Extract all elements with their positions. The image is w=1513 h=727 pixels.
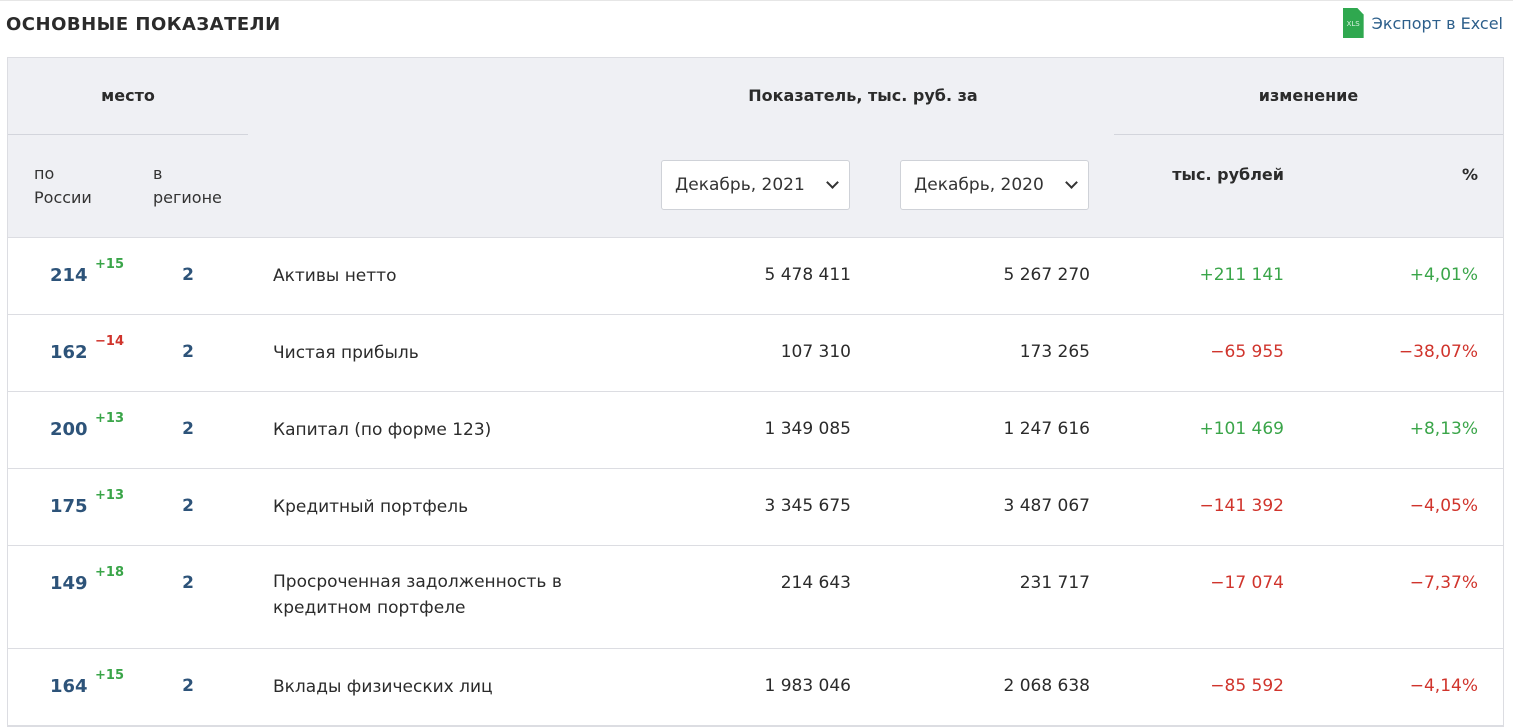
value-period1: 1 349 085 bbox=[764, 419, 851, 439]
value-period1: 107 310 bbox=[780, 342, 851, 362]
change-percent: −4,05% bbox=[1409, 496, 1478, 516]
period2-value: Декабрь, 2020 bbox=[914, 175, 1044, 195]
indicator-name: Чистая прибыль bbox=[273, 343, 419, 363]
export-excel-label: Экспорт в Excel bbox=[1371, 13, 1503, 33]
value-period2: 231 717 bbox=[1019, 573, 1090, 593]
change-absolute: −17 074 bbox=[1210, 573, 1284, 593]
chevron-down-icon bbox=[1065, 176, 1078, 189]
indicator-name: Активы нетто bbox=[273, 266, 397, 286]
header-in-region: в регионе bbox=[153, 162, 253, 210]
table-row: 162 −14 2 Чистая прибыль 107 310 173 265… bbox=[8, 315, 1503, 392]
header-divider bbox=[1114, 134, 1503, 135]
table-row: 214 +15 2 Активы нетто 5 478 411 5 267 2… bbox=[8, 238, 1503, 315]
table-header: место Показатель, тыс. руб. за изменение… bbox=[8, 58, 1503, 238]
value-period1: 3 345 675 bbox=[764, 496, 851, 516]
rank-russia: 200 bbox=[50, 419, 88, 440]
rank-region: 2 bbox=[182, 342, 194, 362]
indicator-name: Кредитный портфель bbox=[273, 497, 469, 517]
table-row: 200 +13 2 Капитал (по форме 123) 1 349 0… bbox=[8, 392, 1503, 469]
value-period1: 1 983 046 bbox=[764, 676, 851, 696]
rank-russia: 164 bbox=[50, 676, 88, 697]
change-absolute: −141 392 bbox=[1199, 496, 1284, 516]
section-title: ОСНОВНЫЕ ПОКАЗАТЕЛИ bbox=[6, 14, 281, 35]
table-row: 175 +13 2 Кредитный портфель 3 345 675 3… bbox=[8, 469, 1503, 546]
indicators-table: место Показатель, тыс. руб. за изменение… bbox=[7, 57, 1504, 727]
section-header: ОСНОВНЫЕ ПОКАЗАТЕЛИ XLS Экспорт в Excel bbox=[0, 0, 1513, 58]
rank-region: 2 bbox=[182, 265, 194, 285]
change-absolute: −65 955 bbox=[1210, 342, 1284, 362]
rank-delta: −14 bbox=[95, 334, 124, 349]
header-in-region-line2: регионе bbox=[153, 188, 222, 207]
header-percent: % bbox=[1461, 165, 1478, 184]
change-absolute: +101 469 bbox=[1199, 419, 1284, 439]
export-excel-link[interactable]: XLS Экспорт в Excel bbox=[1342, 8, 1503, 38]
rank-russia: 175 bbox=[50, 496, 88, 517]
header-in-region-line1: в bbox=[153, 164, 163, 183]
indicator-name: Просроченная задолженность в кредитном п… bbox=[273, 572, 562, 618]
rank-delta: +15 bbox=[95, 257, 124, 272]
rank-delta: +13 bbox=[95, 411, 124, 426]
rank-region: 2 bbox=[182, 496, 194, 516]
rank-russia: 149 bbox=[50, 573, 88, 594]
rank-russia: 214 bbox=[50, 265, 88, 286]
change-percent: −38,07% bbox=[1398, 342, 1478, 362]
header-place: место bbox=[101, 86, 155, 105]
value-period1: 5 478 411 bbox=[764, 265, 851, 285]
value-period2: 2 068 638 bbox=[1003, 676, 1090, 696]
xls-icon-text: XLS bbox=[1346, 20, 1360, 28]
change-percent: +8,13% bbox=[1409, 419, 1478, 439]
header-thousand-rub: тыс. рублей bbox=[1172, 165, 1284, 184]
chevron-down-icon bbox=[826, 176, 839, 189]
change-percent: −4,14% bbox=[1409, 676, 1478, 696]
value-period2: 173 265 bbox=[1019, 342, 1090, 362]
header-by-russia: по России bbox=[34, 162, 134, 210]
value-period1: 214 643 bbox=[780, 573, 851, 593]
change-absolute: −85 592 bbox=[1210, 676, 1284, 696]
indicator-name: Вклады физических лиц bbox=[273, 677, 493, 697]
header-by-russia-line1: по bbox=[34, 164, 55, 183]
value-period2: 5 267 270 bbox=[1003, 265, 1090, 285]
value-period2: 1 247 616 bbox=[1003, 419, 1090, 439]
rank-region: 2 bbox=[182, 573, 194, 593]
period1-select[interactable]: Декабрь, 2021 bbox=[661, 160, 850, 210]
rank-russia: 162 bbox=[50, 342, 88, 363]
rank-region: 2 bbox=[182, 676, 194, 696]
header-by-russia-line2: России bbox=[34, 188, 92, 207]
period2-select[interactable]: Декабрь, 2020 bbox=[900, 160, 1089, 210]
table-row: 164 +15 2 Вклады физических лиц 1 983 04… bbox=[8, 649, 1503, 726]
rank-region: 2 bbox=[182, 419, 194, 439]
rank-delta: +18 bbox=[95, 565, 124, 580]
header-indicator: Показатель, тыс. руб. за bbox=[748, 86, 978, 105]
period1-value: Декабрь, 2021 bbox=[675, 175, 805, 195]
value-period2: 3 487 067 bbox=[1003, 496, 1090, 516]
rank-delta: +15 bbox=[95, 668, 124, 683]
xls-file-icon: XLS bbox=[1342, 8, 1364, 38]
change-absolute: +211 141 bbox=[1199, 265, 1284, 285]
header-change: изменение bbox=[1258, 86, 1359, 105]
rank-delta: +13 bbox=[95, 488, 124, 503]
change-percent: +4,01% bbox=[1409, 265, 1478, 285]
change-percent: −7,37% bbox=[1409, 573, 1478, 593]
header-divider bbox=[8, 134, 248, 135]
table-row: 149 +18 2 Просроченная задолженность в к… bbox=[8, 546, 1503, 649]
indicator-name: Капитал (по форме 123) bbox=[273, 420, 492, 440]
